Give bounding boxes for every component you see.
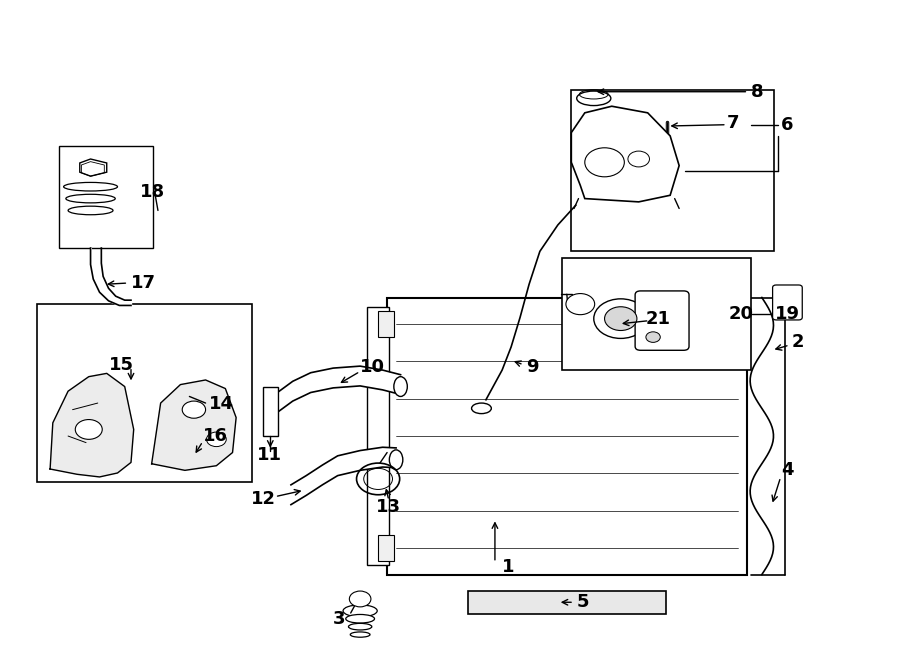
Text: 18: 18 bbox=[140, 183, 165, 201]
Circle shape bbox=[206, 432, 226, 447]
Polygon shape bbox=[80, 159, 107, 176]
Text: 2: 2 bbox=[791, 333, 804, 352]
Text: 19: 19 bbox=[775, 305, 800, 323]
Ellipse shape bbox=[390, 450, 403, 470]
Circle shape bbox=[182, 401, 205, 418]
Text: 11: 11 bbox=[256, 446, 282, 463]
Ellipse shape bbox=[577, 91, 611, 106]
Text: 20: 20 bbox=[729, 305, 753, 323]
Ellipse shape bbox=[66, 194, 115, 203]
Ellipse shape bbox=[68, 206, 113, 215]
Ellipse shape bbox=[343, 605, 377, 617]
Text: 3: 3 bbox=[333, 610, 346, 629]
Polygon shape bbox=[50, 373, 134, 477]
Text: 6: 6 bbox=[780, 116, 793, 134]
Circle shape bbox=[76, 420, 103, 440]
Text: 17: 17 bbox=[131, 274, 156, 292]
Bar bbox=[562, 258, 751, 370]
Text: 7: 7 bbox=[727, 114, 739, 132]
Text: 1: 1 bbox=[502, 558, 515, 576]
Ellipse shape bbox=[394, 377, 408, 397]
Circle shape bbox=[566, 293, 595, 315]
Bar bbox=[378, 311, 394, 337]
Text: 10: 10 bbox=[360, 358, 385, 376]
Text: 9: 9 bbox=[526, 358, 539, 376]
Text: 12: 12 bbox=[250, 490, 275, 508]
Text: 16: 16 bbox=[202, 427, 228, 445]
Bar bbox=[387, 297, 746, 574]
Text: 13: 13 bbox=[376, 498, 401, 516]
Text: 5: 5 bbox=[577, 594, 590, 611]
Bar bbox=[572, 90, 773, 251]
Ellipse shape bbox=[350, 632, 370, 637]
Circle shape bbox=[594, 299, 648, 338]
Circle shape bbox=[646, 332, 661, 342]
Ellipse shape bbox=[346, 615, 374, 623]
Text: 4: 4 bbox=[780, 461, 793, 479]
Ellipse shape bbox=[64, 182, 118, 191]
Ellipse shape bbox=[348, 623, 372, 630]
Text: 15: 15 bbox=[109, 356, 133, 374]
Polygon shape bbox=[572, 106, 680, 202]
Text: 21: 21 bbox=[646, 309, 670, 328]
Bar bbox=[378, 535, 394, 561]
Circle shape bbox=[349, 591, 371, 607]
Text: 14: 14 bbox=[209, 395, 234, 413]
Bar bbox=[37, 304, 252, 483]
Text: 8: 8 bbox=[751, 83, 764, 100]
Polygon shape bbox=[152, 380, 236, 471]
Bar bbox=[367, 307, 389, 564]
Bar bbox=[59, 146, 154, 248]
FancyBboxPatch shape bbox=[772, 285, 802, 320]
Bar bbox=[263, 387, 278, 436]
FancyBboxPatch shape bbox=[635, 291, 689, 350]
Bar bbox=[468, 591, 666, 614]
Ellipse shape bbox=[472, 403, 491, 414]
Circle shape bbox=[605, 307, 637, 330]
